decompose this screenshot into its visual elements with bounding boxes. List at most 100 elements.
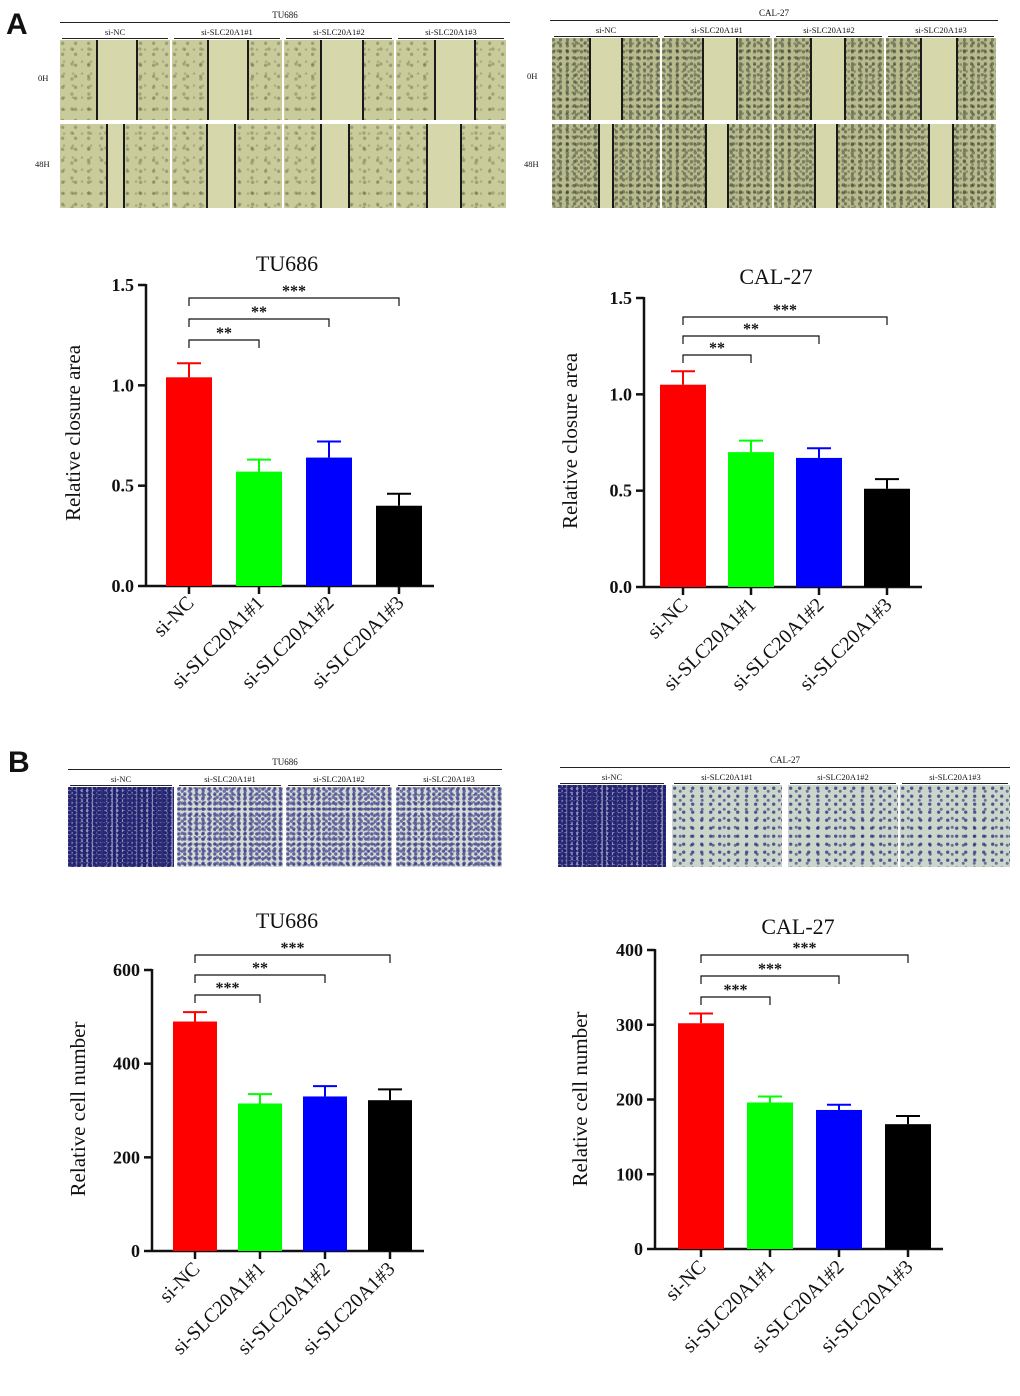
y-tick-label: 0: [131, 1241, 140, 1261]
bar-si-NC: [173, 1021, 217, 1251]
wound-row-label: 48H: [524, 159, 539, 169]
transwell-title-cal27: CAL-27: [770, 755, 800, 765]
chart-title: CAL-27: [739, 264, 812, 289]
col-underline: [174, 38, 280, 39]
bar-si-SLC20A1#1: [747, 1102, 793, 1249]
col-underline: [674, 783, 780, 784]
transwell-col-label: si-NC: [110, 774, 132, 784]
significance-bracket: [700, 975, 840, 984]
y-axis-label: Relative cell number: [66, 1022, 90, 1197]
significance-bracket: [700, 996, 771, 1005]
wound-image-0h-si-2: [284, 40, 394, 120]
transwell-image-si-nc: [558, 785, 666, 867]
col-underline: [776, 36, 882, 37]
bar-si-NC: [166, 377, 212, 586]
significance-label: **: [743, 321, 759, 338]
chart-title: TU686: [256, 251, 318, 276]
bar-si-NC: [678, 1023, 724, 1249]
wound-title-cal27: CAL-27: [759, 8, 789, 18]
y-tick-label: 1.5: [610, 288, 633, 308]
col-underline: [398, 785, 500, 786]
wound-image-48h-si-1: [172, 124, 282, 208]
wound-col-label: si-SLC20A1#1: [691, 25, 743, 35]
col-underline: [288, 785, 390, 786]
wound-image-0h-si-3: [396, 40, 506, 120]
col-underline: [560, 783, 664, 784]
wound-col-label: si-NC: [595, 25, 617, 35]
significance-bracket: [194, 974, 326, 983]
significance-bracket: [188, 318, 330, 327]
transwell-title-tu686: TU686: [272, 757, 298, 767]
y-tick-label: 1.0: [112, 375, 135, 395]
significance-label: ***: [758, 961, 782, 978]
transwell-title-rule: [560, 767, 1010, 768]
bar-si-SLC20A1#2: [816, 1109, 862, 1249]
significance-label: ***: [281, 940, 305, 957]
y-tick-label: 1.0: [610, 384, 633, 404]
col-underline: [70, 785, 172, 786]
bar-si-SLC20A1#1: [728, 452, 774, 587]
significance-bracket: [682, 316, 888, 325]
transwell-col-label: si-SLC20A1#1: [204, 774, 256, 784]
chart-title: CAL-27: [761, 914, 834, 939]
wound-col-label: si-NC: [104, 27, 126, 37]
wound-image-48h-si-1: [662, 124, 772, 208]
col-underline: [398, 38, 504, 39]
transwell-col-label: si-SLC20A1#3: [929, 772, 981, 782]
col-underline: [888, 36, 994, 37]
wound-image-48h-si-3: [886, 124, 996, 208]
significance-bracket: [700, 954, 909, 963]
wound-image-0h-si-3: [886, 38, 996, 120]
significance-bracket: [194, 954, 391, 963]
significance-label: ***: [216, 980, 240, 997]
wound-image-0h-si-nc: [552, 38, 660, 120]
wound-title-rule: [550, 20, 998, 21]
y-axis-label: Relative cell number: [568, 1012, 592, 1187]
wound-image-48h-si-3: [396, 124, 506, 208]
transwell-image-si-nc: [68, 787, 174, 867]
transwell-image-si-3: [900, 785, 1010, 867]
y-tick-label: 0: [634, 1239, 643, 1259]
wound-title-tu686: TU686: [272, 10, 298, 20]
y-tick-label: 400: [616, 940, 643, 960]
chart-title: TU686: [256, 908, 318, 933]
bar-si-SLC20A1#2: [303, 1096, 347, 1251]
significance-label: **: [252, 960, 268, 977]
significance-bracket: [682, 354, 752, 363]
wound-title-rule: [60, 22, 510, 23]
significance-label: ***: [793, 940, 817, 957]
transwell-image-si-2: [788, 785, 898, 867]
wound-image-48h-si-2: [774, 124, 884, 208]
wound-image-0h-si-1: [172, 40, 282, 120]
wound-col-label: si-SLC20A1#3: [425, 27, 477, 37]
y-tick-label: 400: [113, 1054, 140, 1074]
transwell-col-label: si-SLC20A1#3: [423, 774, 475, 784]
y-tick-label: 0.0: [610, 577, 633, 597]
significance-label: ***: [282, 283, 306, 300]
bar-si-SLC20A1#2: [306, 457, 352, 586]
transwell-col-label: si-SLC20A1#1: [701, 772, 753, 782]
transwell-image-si-1: [672, 785, 782, 867]
y-tick-label: 0.0: [112, 576, 135, 596]
panel-letter-b: B: [8, 746, 30, 779]
y-tick-label: 0.5: [112, 476, 135, 496]
y-tick-label: 600: [113, 960, 140, 980]
wound-image-48h-si-nc: [552, 124, 660, 208]
col-underline: [790, 783, 896, 784]
y-tick-label: 200: [616, 1090, 643, 1110]
significance-bracket: [188, 297, 400, 306]
wound-image-48h-si-nc: [60, 124, 170, 208]
significance-bracket: [682, 335, 820, 344]
wound-col-label: si-SLC20A1#1: [201, 27, 253, 37]
y-tick-label: 0.5: [610, 481, 633, 501]
wound-image-0h-si-2: [774, 38, 884, 120]
bar-si-SLC20A1#3: [864, 488, 910, 587]
wound-row-label: 0H: [38, 73, 49, 83]
bar-si-SLC20A1#1: [236, 471, 282, 586]
wound-image-0h-si-1: [662, 38, 772, 120]
panel-letter-a: A: [6, 8, 28, 41]
